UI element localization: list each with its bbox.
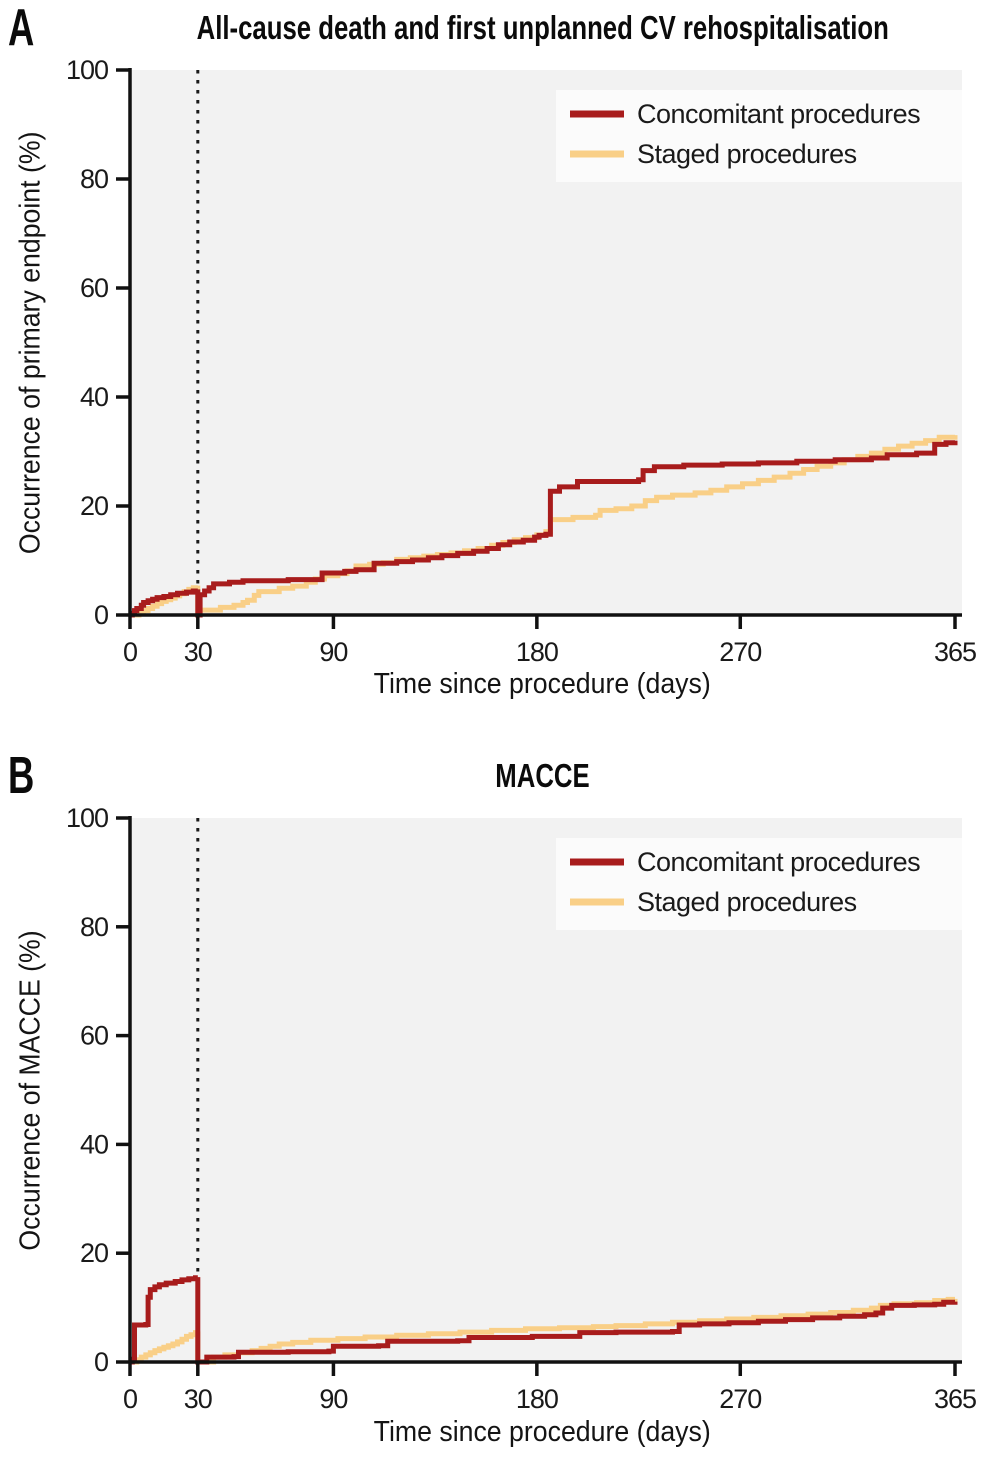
y-tick-label: 60 xyxy=(80,1021,108,1051)
x-tick-label: 0 xyxy=(123,637,137,667)
legend-box xyxy=(556,90,962,182)
y-tick-label: 80 xyxy=(80,164,108,194)
y-tick-label: 20 xyxy=(80,1238,108,1268)
x-tick-label: 30 xyxy=(184,1384,212,1414)
x-tick-label: 270 xyxy=(719,1384,761,1414)
legend-box xyxy=(556,838,962,930)
legend-label-staged: Staged procedures xyxy=(637,139,857,169)
y-tick-label: 0 xyxy=(94,600,108,630)
panel-b-x-axis-label: Time since procedure (days) xyxy=(373,1416,712,1448)
panel-b-label-text: B xyxy=(8,747,35,805)
panel-a-x-axis-label: Time since procedure (days) xyxy=(373,668,712,700)
series-concomitant xyxy=(129,1275,958,1365)
x-tick-label: 270 xyxy=(719,637,761,667)
x-tick-label: 30 xyxy=(184,637,212,667)
x-tick-label: 90 xyxy=(319,1384,347,1414)
legend-label-concomitant: Concomitant procedures xyxy=(637,99,920,129)
panel-b-chart: Concomitant procedures Staged procedures 0… xyxy=(66,803,977,1414)
panel-a-label: A xyxy=(8,2,46,54)
panel-a-label-text: A xyxy=(8,0,35,57)
panel-a-y-axis-label: Occurrence of primary endpoint (%) xyxy=(14,131,47,555)
y-tick-label: 40 xyxy=(80,382,108,412)
legend-label-concomitant: Concomitant procedures xyxy=(637,847,920,877)
panel-b-label: B xyxy=(8,750,46,802)
y-tick-label: 60 xyxy=(80,273,108,303)
x-tick-label: 365 xyxy=(934,637,976,667)
y-tick-label: 100 xyxy=(66,55,108,85)
y-tick-label: 40 xyxy=(80,1129,108,1159)
x-tick-label: 90 xyxy=(319,637,347,667)
y-tick-label: 80 xyxy=(80,912,108,942)
x-tick-label: 180 xyxy=(516,1384,558,1414)
series-staged xyxy=(130,1296,958,1365)
panel-b-title: MACCE xyxy=(495,757,590,794)
panel-b-y-axis-label: Occurrence of MACCE (%) xyxy=(14,929,47,1251)
y-tick-label: 100 xyxy=(66,803,108,833)
series-concomitant xyxy=(129,440,958,618)
panel-a-chart: Concomitant procedures Staged procedures 0… xyxy=(66,55,977,667)
legend-label-staged: Staged procedures xyxy=(637,887,857,917)
y-tick-label: 20 xyxy=(80,491,108,521)
x-tick-label: 0 xyxy=(123,1384,137,1414)
x-tick-label: 180 xyxy=(516,637,558,667)
panel-a-title: All-cause death and first unplanned CV r… xyxy=(196,9,889,46)
x-tick-label: 365 xyxy=(934,1384,976,1414)
y-tick-label: 0 xyxy=(94,1347,108,1377)
